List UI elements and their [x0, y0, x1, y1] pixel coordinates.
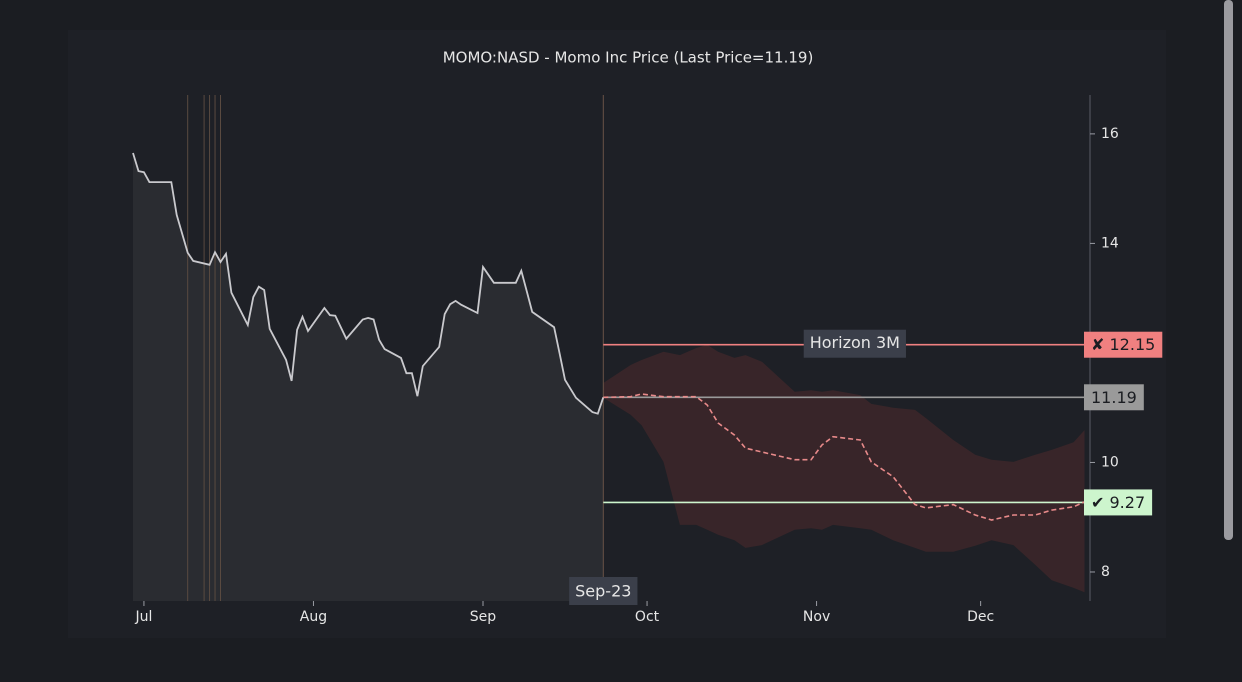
- x-tick-label: Dec: [967, 609, 994, 625]
- price-area: [133, 153, 604, 601]
- level-label: 11.19: [1084, 384, 1144, 411]
- forecast-band: [603, 344, 1085, 593]
- forecast-median: [603, 393, 1085, 521]
- y-tick-label: 14: [1101, 235, 1119, 251]
- y-tick-label: 8: [1101, 564, 1110, 580]
- x-tick-label: Sep: [470, 609, 497, 625]
- x-tick-label: Jul: [134, 609, 152, 625]
- x-tick-label: Oct: [635, 609, 660, 625]
- x-tick-label: Nov: [803, 609, 830, 625]
- level-label-text: ✔ 9.27: [1091, 493, 1145, 512]
- level-label-text: ✘ 12.15: [1091, 335, 1155, 354]
- annotation-text: Horizon 3M: [810, 333, 900, 352]
- scrollbar[interactable]: [1224, 0, 1233, 540]
- level-label-box: [1084, 384, 1144, 411]
- level-label-text: 11.19: [1091, 388, 1137, 407]
- x-tick-label: Aug: [300, 609, 327, 625]
- level-label-box: [1084, 331, 1163, 358]
- start-label: Sep-23: [575, 582, 631, 601]
- annotation-box: [803, 329, 906, 358]
- level-label-box: [1084, 489, 1153, 516]
- chart-title: MOMO:NASD - Momo Inc Price (Last Price=1…: [443, 49, 814, 67]
- y-tick-label: 10: [1101, 454, 1119, 470]
- start-label-box: [569, 577, 638, 605]
- y-tick-label: 16: [1101, 126, 1119, 142]
- level-label: ✔ 9.27: [1084, 489, 1153, 516]
- level-label: ✘ 12.15: [1084, 331, 1163, 358]
- price-line: [132, 152, 605, 415]
